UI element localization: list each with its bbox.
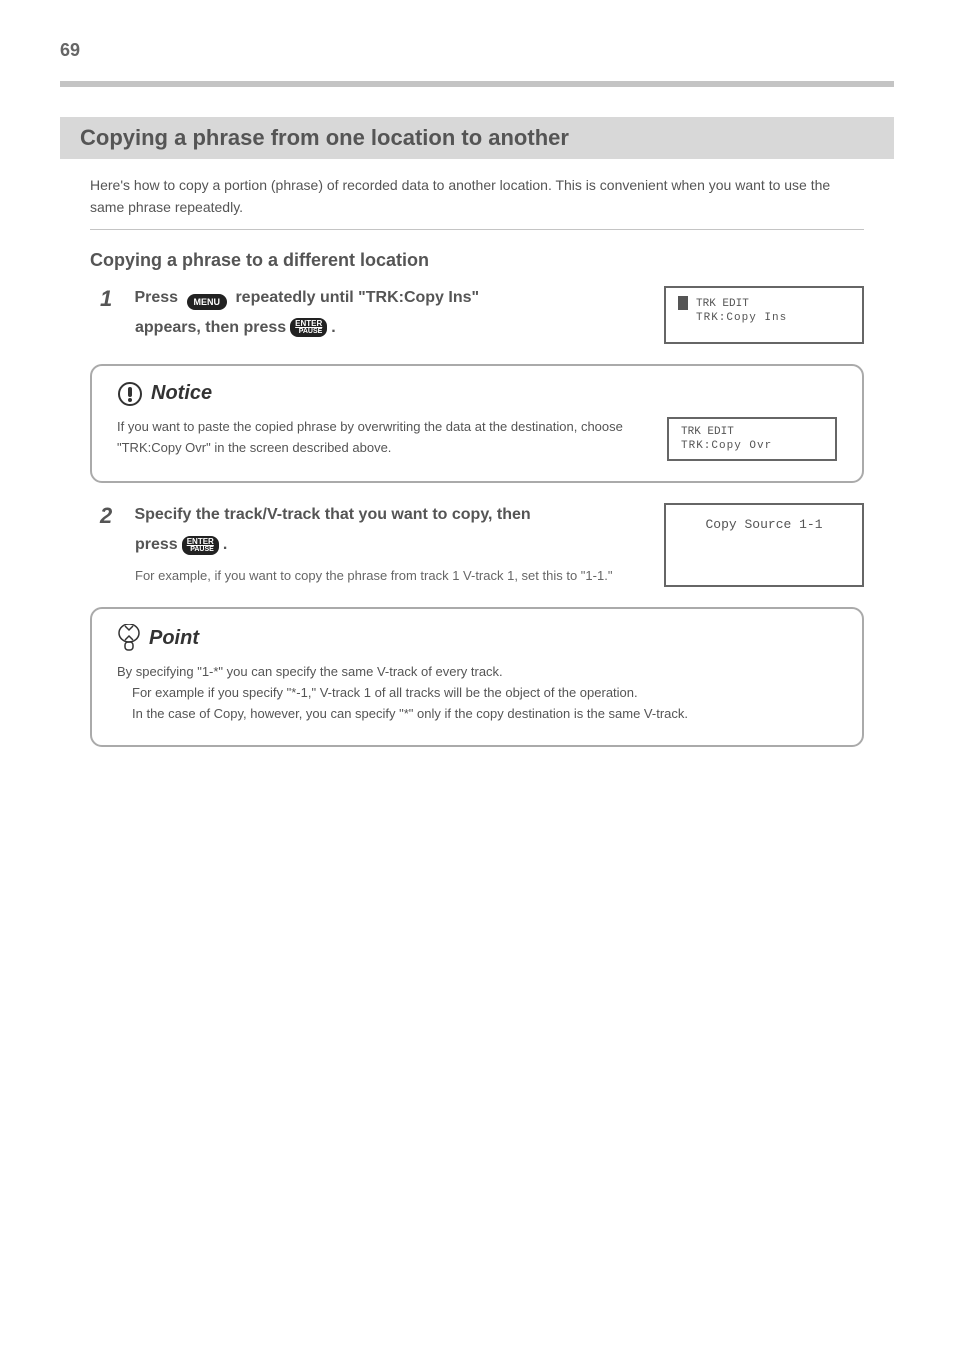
lcd-display-1: TRK EDIT TRK:Copy Ins <box>664 286 864 344</box>
section-title-bar: Copying a phrase from one location to an… <box>60 117 894 159</box>
step-2-row: 2 Specify the track/V-track that you wan… <box>100 503 864 587</box>
step-2-num: 2 <box>100 503 130 529</box>
enter-pause-key-2: ENTER PAUSE <box>182 536 219 555</box>
point-line1: By specifying "1-*" you can specify the … <box>117 662 837 683</box>
step-2-text-2: press <box>135 529 178 561</box>
point-header: Point <box>117 624 837 652</box>
step-1-content: 1 Press MENU repeatedly until "TRK:Copy … <box>100 286 664 344</box>
point-title: Point <box>149 627 199 650</box>
step-1-text-4: . <box>331 312 335 344</box>
step-1-row: 1 Press MENU repeatedly until "TRK:Copy … <box>100 286 864 344</box>
point-icon <box>117 624 141 652</box>
step-1-num: 1 <box>100 286 130 312</box>
lcd-display-2: Copy Source 1-1 <box>664 503 864 587</box>
step-1-text-2: repeatedly until "TRK:Copy Ins" <box>235 286 479 310</box>
intro-text: Here's how to copy a portion (phrase) of… <box>90 174 864 219</box>
subsection-title: Copying a phrase to a different location <box>90 250 864 271</box>
lcd1-line1: TRK EDIT <box>696 298 749 310</box>
menu-key: MENU <box>187 294 228 310</box>
notice-title: Notice <box>151 382 212 405</box>
lcd-marker <box>678 296 688 310</box>
enter-pause-key: ENTER PAUSE <box>290 318 327 337</box>
point-line2: For example if you specify "*-1," V-trac… <box>132 683 837 704</box>
step-2-text-3: . <box>223 529 227 561</box>
thin-divider <box>90 229 864 230</box>
notice-lcd-line1: TRK EDIT <box>681 425 823 439</box>
lcd1-line2: TRK:Copy Ins <box>696 311 850 325</box>
section-title: Copying a phrase from one location to an… <box>80 125 874 151</box>
step-1-text-3: appears, then press <box>135 312 286 344</box>
top-divider <box>60 81 894 87</box>
notice-text: If you want to paste the copied phrase b… <box>117 417 667 462</box>
step-2-text-1: Specify the track/V-track that you want … <box>134 503 530 527</box>
step-2-content: 2 Specify the track/V-track that you wan… <box>100 503 664 587</box>
step-1-text-1: Press <box>134 286 178 310</box>
notice-icon <box>117 381 143 407</box>
notice-lcd-line2: TRK:Copy Ovr <box>681 439 823 453</box>
notice-lcd: TRK EDIT TRK:Copy Ovr <box>667 417 837 462</box>
page-number: 69 <box>60 40 894 61</box>
point-callout: Point By specifying "1-*" you can specif… <box>90 607 864 746</box>
lcd2-text: Copy Source 1-1 <box>705 517 822 532</box>
step-2-subtext: For example, if you want to copy the phr… <box>135 566 634 587</box>
point-line3: In the case of Copy, however, you can sp… <box>132 704 837 725</box>
notice-header: Notice <box>117 381 837 407</box>
notice-callout: Notice If you want to paste the copied p… <box>90 364 864 484</box>
